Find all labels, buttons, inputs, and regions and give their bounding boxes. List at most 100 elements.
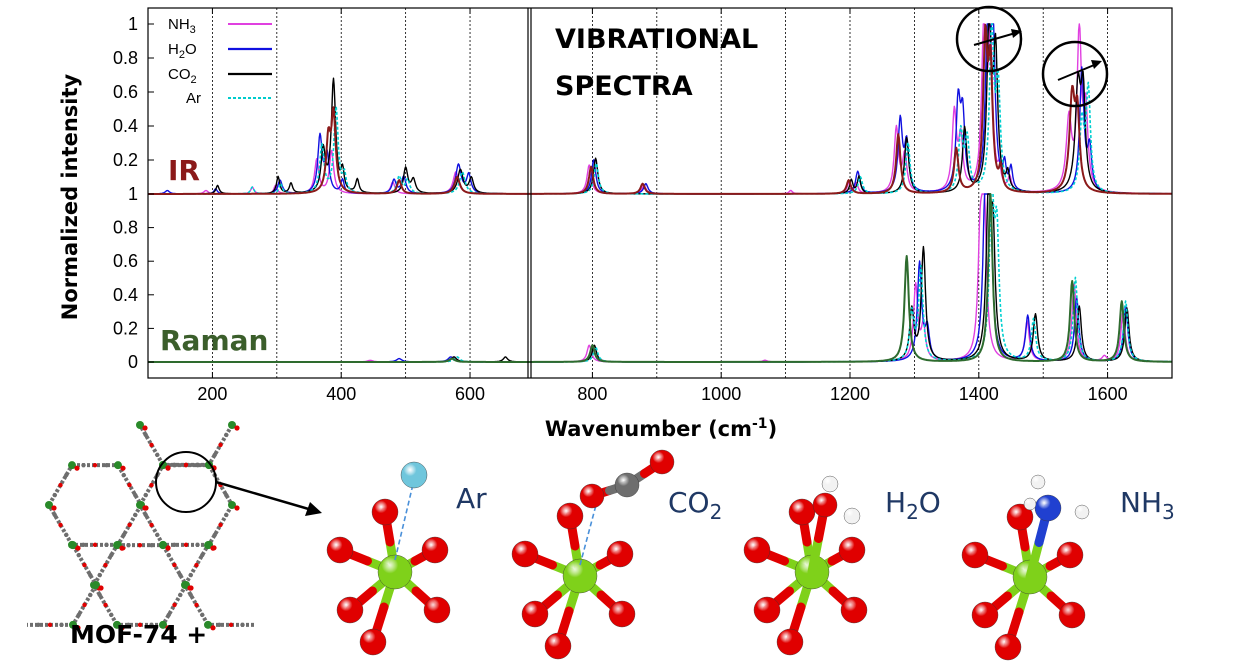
oxygen-atom xyxy=(421,536,449,564)
highlight-circle-1415 xyxy=(955,5,1023,73)
mof-atom-o xyxy=(195,542,200,548)
mof-atom-o xyxy=(103,562,108,568)
zoom-arrow xyxy=(215,480,313,512)
mof-atom-o xyxy=(92,462,98,468)
mof-atom-metal xyxy=(228,421,236,429)
ir-y-tick-label-0: 1 xyxy=(128,14,138,34)
mof-atom-o xyxy=(58,482,63,488)
mof-atom-o xyxy=(88,592,93,598)
oxygen-atom xyxy=(606,540,634,568)
oxygen-atom xyxy=(1006,503,1034,531)
co2-carbon-atom xyxy=(614,472,640,498)
x-tick-label-1400: 1400 xyxy=(959,384,999,404)
mof-atom-metal xyxy=(113,541,121,550)
x-tick-label-800: 800 xyxy=(577,384,607,404)
raman-spectrum-line-co2 xyxy=(147,193,1173,363)
mof-atom-o xyxy=(172,562,177,568)
mof-atom-o xyxy=(98,585,104,591)
mof-atom-o xyxy=(104,462,109,468)
ammonia-hydrogen-atom xyxy=(1030,474,1046,490)
mof-atom-o xyxy=(183,542,189,548)
mof-atom-o xyxy=(187,585,193,591)
mof-atom-o xyxy=(224,432,229,438)
bond xyxy=(1025,538,1044,582)
mof-atom-o xyxy=(194,562,199,568)
mof-atom-o xyxy=(76,612,81,618)
mof-atom-o xyxy=(109,552,114,558)
mof-atom-o xyxy=(97,592,102,598)
mof-atom-o xyxy=(218,442,223,448)
mof-atom-o xyxy=(217,622,222,628)
co2-oxygen-atom xyxy=(579,483,605,509)
mof-atom-o xyxy=(165,625,171,631)
highlight-circles xyxy=(955,5,1109,108)
mof-atom-o xyxy=(172,602,177,608)
shift-arrow-1555 xyxy=(1057,62,1100,81)
mof-atom-o xyxy=(195,462,200,468)
x-tick-label-1000: 1000 xyxy=(701,384,741,404)
raman-spectrum-line-nh3 xyxy=(147,193,1173,363)
oxygen-atom xyxy=(971,601,999,629)
ir-y-tick-label-1: 0.8 xyxy=(113,48,138,68)
ammonia-hydrogen-atom xyxy=(1023,497,1037,511)
mof-atom-metal xyxy=(159,541,167,550)
mof-atom-metal xyxy=(69,620,77,629)
mof-atom-o xyxy=(212,532,217,538)
co2-oxygen-atom xyxy=(649,449,675,475)
mof-atom-o xyxy=(92,542,98,548)
x-tick-label-200: 200 xyxy=(197,384,227,404)
shift-arrowhead-1415 xyxy=(1011,29,1022,38)
mof-atom-metal xyxy=(204,620,212,629)
raman-spectrum-line-ar xyxy=(147,193,1173,363)
x-tick-label-400: 400 xyxy=(326,384,356,404)
mof-atom-o xyxy=(75,545,81,551)
mof-edge xyxy=(116,503,143,546)
molecular-clusters xyxy=(326,449,1090,661)
mof-atom-o xyxy=(126,542,131,548)
ir-y-tick-label-4: 0.2 xyxy=(113,150,138,170)
mof-atom-o xyxy=(142,505,148,511)
raman-y-tick-label-5: 0 xyxy=(128,352,138,372)
mof-atom-o xyxy=(82,562,87,568)
mof-atom-o xyxy=(126,622,131,628)
ammonia-hydrogen-atom xyxy=(1074,504,1090,520)
raman-spectra-panel xyxy=(147,193,1173,363)
x-tick-label-1600: 1600 xyxy=(1088,384,1128,404)
mof-atom-o xyxy=(188,592,193,598)
oxygen-atom xyxy=(1058,601,1086,629)
water-hydrogen-atom xyxy=(843,507,861,525)
mof-atom-o xyxy=(127,522,132,528)
mof-atom-o xyxy=(178,592,183,598)
mof-atom-o xyxy=(228,622,234,628)
panel-label-raman: Raman xyxy=(160,324,268,357)
mof-atom-o xyxy=(234,505,240,511)
mof-atom-o xyxy=(149,622,154,628)
mof-atom-o xyxy=(74,465,80,471)
mof-atom-o xyxy=(155,532,160,538)
molecule-label-ar: Ar xyxy=(456,482,487,515)
mof-atom-metal xyxy=(228,501,236,509)
y-axis-label: Normalized intensity xyxy=(58,73,82,320)
mof-atom-o xyxy=(75,625,81,631)
zoom-arrowhead xyxy=(305,502,322,516)
legend-label-h2o: H2O xyxy=(168,41,197,61)
mof-atom-o xyxy=(165,545,171,551)
raman-y-tick-label-1: 0.8 xyxy=(113,218,138,238)
plot-frame xyxy=(147,7,1173,379)
raman-y-tick-label-2: 0.6 xyxy=(113,251,138,271)
raman-spectrum-line-h2o xyxy=(147,193,1173,363)
ir-spectra-panel xyxy=(147,23,1173,195)
molecule-label-nh3: NH3 xyxy=(1120,486,1175,524)
mof-atom-o xyxy=(165,465,171,471)
mof-atom-o xyxy=(178,572,183,578)
mof-atom-o xyxy=(137,622,143,628)
mof-atom-o xyxy=(224,492,229,498)
oxygen-atom xyxy=(359,628,387,656)
mof-atom-o xyxy=(172,462,177,468)
mof-atom-o xyxy=(133,492,138,498)
oxygen-atom xyxy=(326,536,354,564)
plot-border xyxy=(147,7,1173,379)
mof-atom-o xyxy=(119,545,125,551)
oxygen-atom xyxy=(776,628,804,656)
adsorption-bond-ar xyxy=(394,479,415,561)
